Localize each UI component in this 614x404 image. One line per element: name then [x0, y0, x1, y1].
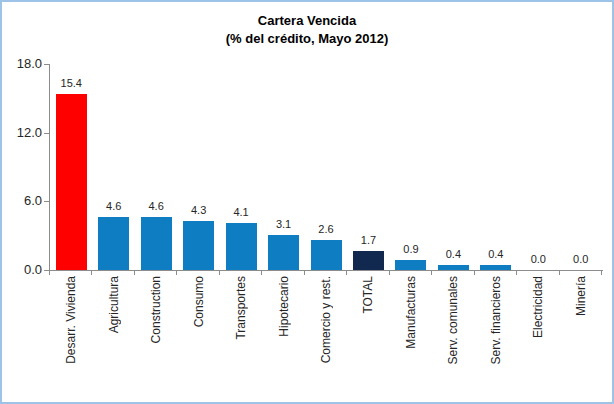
x-axis-label-text: Serv. financieros	[489, 276, 503, 364]
bar	[141, 217, 172, 270]
x-axis-tick	[176, 271, 177, 275]
x-axis-tick	[49, 271, 50, 275]
x-axis-label: Agricultura	[92, 276, 134, 402]
bar-value-label: 3.1	[262, 218, 304, 230]
bar	[56, 94, 87, 270]
x-axis-tick	[601, 271, 602, 275]
x-axis-label: Transportes	[220, 276, 262, 402]
x-axis-label-text: TOTAL	[361, 276, 375, 314]
x-axis-label-text: Manufacturas	[404, 276, 418, 349]
bar-value-label: 0.0	[560, 253, 602, 265]
x-axis-label: TOTAL	[347, 276, 389, 402]
x-axis-label-text: Comercio y rest.	[319, 276, 333, 363]
bar-value-label: 4.6	[92, 200, 134, 212]
y-axis-line	[49, 64, 50, 271]
x-axis-label-text: Minería	[574, 276, 588, 316]
x-axis-label: Serv. comunales	[432, 276, 474, 402]
y-axis-tick	[44, 64, 49, 65]
chart-frame: Cartera Vencida (% del crédito, Mayo 201…	[0, 0, 614, 404]
x-axis-label: Comercio y rest.	[305, 276, 347, 402]
x-axis-label: Hipotecario	[262, 276, 304, 402]
x-axis-label-text: Electricidad	[531, 276, 545, 338]
bar-value-label: 15.4	[50, 77, 92, 89]
x-axis-tick	[516, 271, 517, 275]
x-axis-tick	[346, 271, 347, 275]
x-axis-label-text: Agricultura	[107, 276, 121, 333]
x-axis-label: Electricidad	[517, 276, 559, 402]
y-axis-tick-label: 6.0	[2, 193, 42, 208]
bar	[268, 235, 299, 270]
x-axis-tick	[261, 271, 262, 275]
bar	[438, 265, 469, 270]
x-axis-tick	[559, 271, 560, 275]
y-axis-tick	[44, 201, 49, 202]
bar-value-label: 4.6	[135, 200, 177, 212]
x-axis-line	[49, 270, 603, 271]
bar-value-label: 0.4	[432, 248, 474, 260]
bar-value-label: 0.4	[475, 248, 517, 260]
x-axis-label-text: Consumo	[192, 276, 206, 327]
y-axis-tick-label: 0.0	[2, 262, 42, 277]
x-axis-label: Manufacturas	[390, 276, 432, 402]
bar	[98, 217, 129, 270]
bar-value-label: 0.9	[390, 243, 432, 255]
bar-value-label: 4.1	[220, 206, 262, 218]
bar-value-label: 4.3	[177, 204, 219, 216]
chart-title: Cartera Vencida	[2, 13, 612, 28]
x-axis-label-text: Transportes	[234, 276, 248, 340]
bar-value-label: 1.7	[347, 234, 389, 246]
bar	[480, 265, 511, 270]
x-axis-label-text: Desarr. Vivienda	[64, 276, 78, 364]
bar	[353, 251, 384, 270]
x-axis-label: Construction	[135, 276, 177, 402]
x-axis-tick	[431, 271, 432, 275]
x-axis-label: Desarr. Vivienda	[50, 276, 92, 402]
chart-subtitle: (% del crédito, Mayo 2012)	[2, 31, 612, 46]
x-axis-label: Serv. financieros	[475, 276, 517, 402]
bar	[395, 260, 426, 270]
bar-value-label: 2.6	[305, 223, 347, 235]
x-axis-tick	[134, 271, 135, 275]
bar-value-label: 0.0	[517, 253, 559, 265]
x-axis-tick	[389, 271, 390, 275]
x-axis-label-text: Hipotecario	[277, 276, 291, 337]
x-axis-label: Minería	[560, 276, 602, 402]
x-axis-tick	[304, 271, 305, 275]
x-axis-tick	[219, 271, 220, 275]
bar	[226, 223, 257, 270]
y-axis-tick-label: 18.0	[2, 56, 42, 71]
bar	[183, 221, 214, 270]
x-axis-label-text: Serv. comunales	[446, 276, 460, 364]
y-axis-tick	[44, 133, 49, 134]
x-axis-tick	[474, 271, 475, 275]
bar	[311, 240, 342, 270]
x-axis-tick	[91, 271, 92, 275]
x-axis-label: Consumo	[177, 276, 219, 402]
x-axis-label-text: Construction	[149, 276, 163, 343]
y-axis-tick-label: 12.0	[2, 125, 42, 140]
